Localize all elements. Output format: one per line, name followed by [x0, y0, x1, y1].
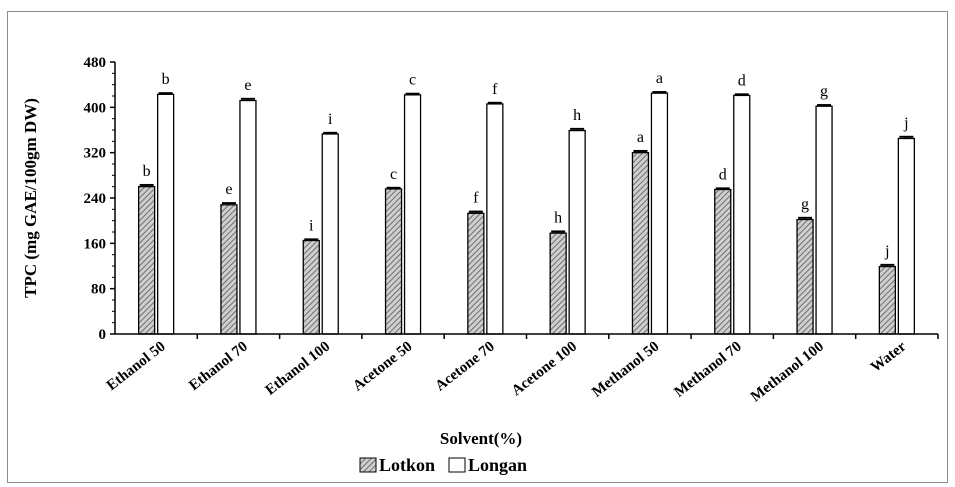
- significance-letter: g: [801, 196, 809, 213]
- significance-letter: a: [656, 70, 663, 87]
- legend-swatch-lotkon: [359, 457, 377, 473]
- bars: b b e e i i c c f f h h a a d d g g j j: [137, 70, 915, 335]
- bar-lotkon: [796, 218, 814, 335]
- significance-letter: b: [162, 71, 170, 88]
- significance-letter: e: [225, 181, 232, 198]
- significance-letter: c: [390, 166, 397, 183]
- significance-letter: g: [820, 83, 828, 100]
- bar-lotkon: [137, 186, 156, 335]
- significance-letter: f: [473, 190, 479, 207]
- bar-lotkon: [302, 239, 320, 335]
- x-tick-label: Methanol 100: [748, 339, 827, 406]
- y-tick-label: 240: [84, 191, 107, 207]
- significance-letter: j: [884, 243, 889, 260]
- y-tick-label: 480: [84, 55, 107, 71]
- y-tick-label: 400: [84, 100, 107, 116]
- bar-longan: [239, 99, 257, 335]
- bar-lotkon: [384, 188, 403, 335]
- bar-lotkon: [467, 212, 485, 335]
- x-tick-label: Methanol 50: [589, 339, 662, 401]
- bar-longan: [156, 93, 175, 335]
- bar-lotkon: [878, 265, 896, 335]
- bar-longan: [403, 94, 422, 335]
- bar-longan: [733, 94, 751, 335]
- y-axis-label: TPC (mg GAE/100gm DW): [21, 98, 40, 298]
- x-tick-label: Ethanol 50: [104, 339, 169, 394]
- y-tick-label: 0: [99, 327, 107, 343]
- significance-letter: c: [409, 72, 416, 89]
- bar-lotkon: [549, 232, 567, 335]
- y-tick-label: 160: [84, 236, 107, 252]
- significance-letter: j: [903, 115, 908, 132]
- bar-lotkon: [220, 204, 238, 335]
- y-axis-ticks: 0 80 160 240 320 400 480: [84, 55, 115, 343]
- x-tick-label: Acetone 70: [432, 339, 497, 395]
- bar-longan: [650, 92, 669, 335]
- bar-longan: [815, 105, 833, 335]
- x-axis-tick-labels: Ethanol 50 Ethanol 70 Ethanol 100 Acetone 5…: [104, 334, 939, 406]
- y-tick-label: 320: [84, 146, 107, 162]
- x-tick-label: Ethanol 100: [263, 339, 334, 399]
- bar-longan: [321, 133, 339, 335]
- bar-lotkon: [631, 152, 650, 335]
- bar-longan: [486, 103, 504, 335]
- significance-letter: d: [738, 72, 746, 89]
- legend-swatch-longan: [448, 457, 466, 473]
- significance-letter: a: [637, 129, 644, 146]
- x-tick-label: Acetone 100: [509, 339, 580, 400]
- significance-letter: h: [554, 209, 562, 226]
- y-tick-label: 80: [91, 282, 106, 298]
- significance-letter: b: [143, 163, 151, 180]
- legend-label-lotkon: Lotkon: [379, 455, 435, 475]
- significance-letter: e: [244, 77, 251, 94]
- bar-longan: [897, 137, 915, 335]
- x-tick-label: Acetone 50: [350, 339, 415, 395]
- bar-longan: [568, 129, 586, 335]
- x-axis-label: Solvent(%): [440, 429, 522, 448]
- significance-letter: i: [309, 217, 314, 234]
- significance-letter: i: [328, 111, 333, 128]
- significance-letter: f: [492, 81, 498, 98]
- significance-letter: h: [573, 107, 581, 124]
- x-tick-label: Methanol 70: [671, 339, 744, 401]
- x-tick-label: Water: [868, 338, 910, 375]
- x-tick-label: Ethanol 70: [186, 339, 251, 394]
- legend: Lotkon Longan: [359, 455, 527, 475]
- legend-label-longan: Longan: [468, 455, 527, 475]
- significance-letter: d: [719, 166, 727, 183]
- bar-lotkon: [714, 188, 732, 335]
